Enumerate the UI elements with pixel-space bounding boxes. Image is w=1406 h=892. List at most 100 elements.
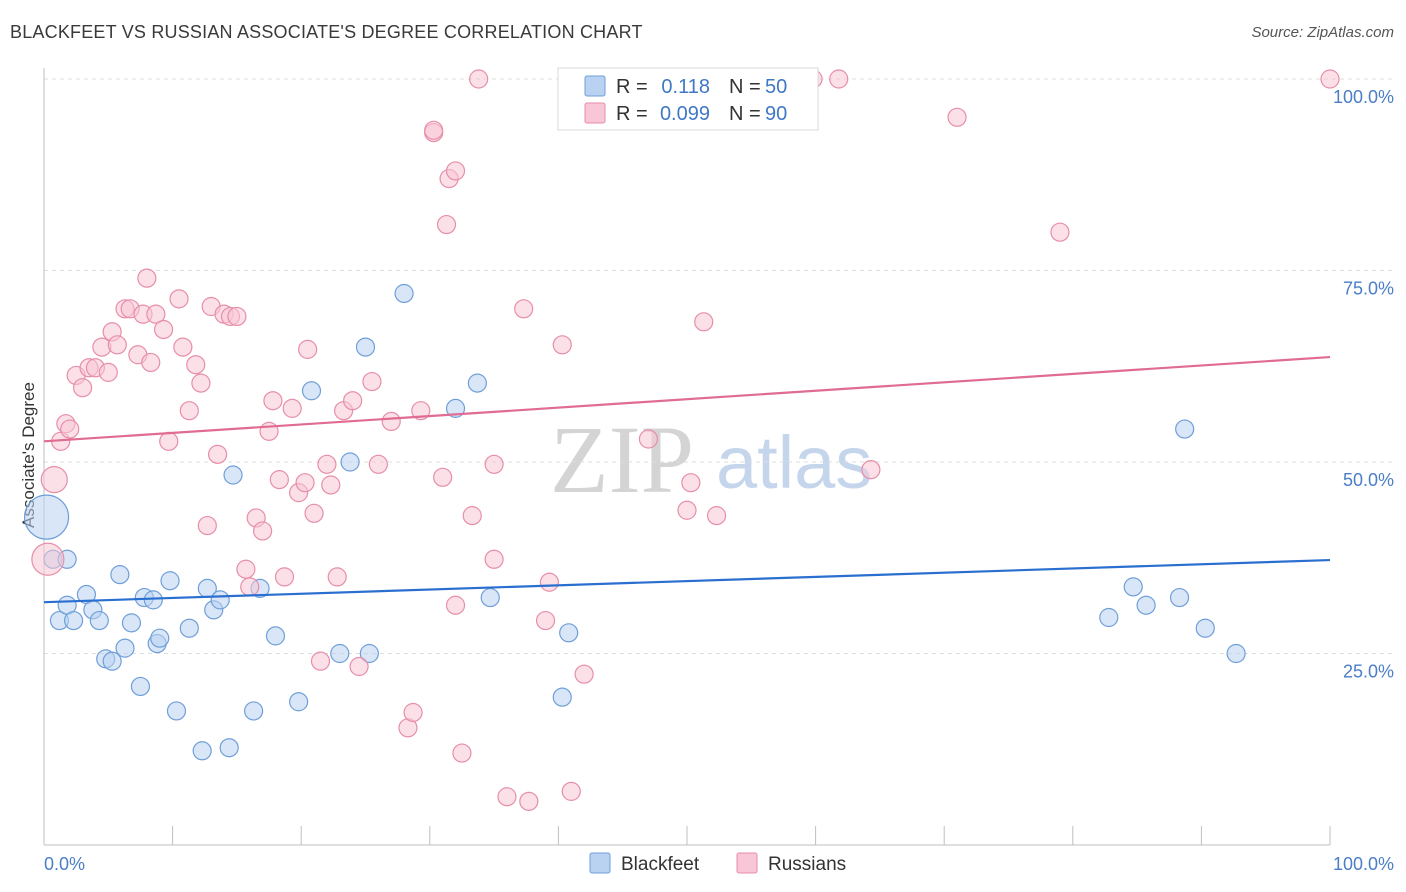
point-blackfeet-31 — [289, 692, 309, 712]
point-blackfeet-30 — [265, 626, 286, 646]
point-russians-0 — [31, 542, 65, 576]
point-russians-81 — [706, 506, 727, 526]
point-russians-66 — [469, 69, 489, 89]
legend-n-label-blackfeet: N = — [729, 76, 761, 98]
bottom-legend-label-blackfeet: Blackfeet — [621, 854, 700, 875]
legend-n-label-russians: N = — [729, 103, 761, 125]
point-russians-88 — [424, 120, 444, 140]
point-russians-53 — [362, 371, 382, 392]
point-russians-48 — [321, 475, 341, 495]
point-blackfeet-32 — [301, 381, 322, 401]
point-russians-12 — [107, 335, 127, 355]
point-russians-69 — [497, 787, 517, 807]
point-blackfeet-35 — [355, 337, 376, 357]
point-blackfeet-14 — [130, 676, 151, 697]
point-russians-1 — [40, 466, 68, 494]
point-blackfeet-38 — [445, 398, 466, 418]
point-blackfeet-40 — [480, 587, 500, 608]
legend-n-value-russians: 90 — [765, 103, 787, 125]
point-blackfeet-34 — [340, 452, 360, 472]
point-russians-52 — [349, 656, 369, 677]
point-russians-49 — [327, 567, 347, 587]
point-blackfeet-19 — [160, 571, 180, 591]
point-russians-87 — [1320, 69, 1340, 89]
point-russians-6 — [72, 378, 93, 398]
point-russians-27 — [197, 515, 217, 536]
trendline-blackfeet — [43, 558, 1331, 604]
point-russians-79 — [681, 473, 701, 493]
point-russians-23 — [173, 337, 193, 357]
point-russians-68 — [484, 549, 504, 569]
point-russians-47 — [317, 454, 337, 474]
bottom-legend: Blackfeet Russians — [589, 852, 846, 875]
point-russians-54 — [368, 454, 388, 474]
legend-r-label-russians: R = — [616, 103, 648, 125]
point-russians-10 — [98, 362, 118, 382]
point-russians-32 — [227, 306, 247, 327]
series-russians — [31, 69, 1340, 811]
point-russians-65 — [462, 506, 482, 526]
point-russians-44 — [298, 339, 318, 359]
y-tick-label-50: 50.0% — [1343, 470, 1394, 490]
legend-swatch-blackfeet — [584, 75, 606, 97]
point-blackfeet-22 — [192, 741, 212, 761]
source-note: Source: ZipAtlas.com — [1251, 24, 1394, 41]
point-russians-45 — [304, 503, 324, 523]
grid-lines — [44, 78, 1392, 654]
point-russians-67 — [484, 454, 504, 474]
point-russians-22 — [169, 289, 189, 309]
point-russians-40 — [274, 567, 295, 587]
bottom-legend-label-russians: Russians — [768, 854, 846, 875]
point-russians-21 — [159, 431, 179, 451]
point-russians-72 — [535, 610, 556, 631]
point-russians-25 — [186, 355, 206, 375]
point-russians-57 — [403, 702, 423, 723]
point-russians-41 — [282, 398, 302, 418]
point-blackfeet-49 — [1226, 643, 1246, 664]
point-blackfeet-18 — [150, 628, 170, 648]
x-tick-label-min: 0.0% — [44, 854, 85, 874]
point-blackfeet-48 — [1195, 618, 1215, 638]
point-blackfeet-45 — [1136, 595, 1156, 615]
point-russians-80 — [694, 312, 714, 332]
point-russians-60 — [433, 467, 453, 487]
chart-title: BLACKFEET VS RUSSIAN ASSOCIATE'S DEGREE … — [10, 22, 643, 42]
point-russians-62 — [436, 214, 457, 235]
point-russians-39 — [269, 470, 289, 490]
legend-n-value-blackfeet: 50 — [765, 76, 787, 98]
point-russians-64 — [452, 743, 472, 763]
legend-swatch-russians — [584, 102, 606, 124]
point-blackfeet-8 — [89, 610, 109, 631]
point-blackfeet-37 — [394, 283, 414, 304]
point-russians-51 — [343, 391, 363, 411]
point-blackfeet-47 — [1175, 419, 1195, 439]
point-russians-26 — [191, 373, 211, 393]
bottom-legend-swatch-blackfeet — [589, 852, 611, 874]
legend-r-value-blackfeet: 0.118 — [661, 76, 710, 98]
point-blackfeet-27 — [223, 465, 243, 485]
point-russians-75 — [561, 781, 581, 801]
point-russians-55 — [381, 411, 401, 432]
point-russians-86 — [1050, 222, 1070, 242]
point-blackfeet-5 — [63, 610, 84, 631]
point-blackfeet-46 — [1169, 587, 1190, 608]
point-russians-36 — [253, 521, 273, 541]
trendlines — [43, 355, 1331, 604]
point-russians-17 — [137, 268, 157, 288]
point-blackfeet-21 — [179, 618, 199, 638]
y-tick-label-75: 75.0% — [1343, 279, 1394, 299]
x-ticks — [43, 826, 1331, 845]
point-blackfeet-44 — [1123, 577, 1143, 597]
point-russians-78 — [677, 500, 697, 520]
watermark-atlas: atlas — [716, 421, 872, 504]
point-russians-38 — [263, 391, 283, 411]
point-russians-34 — [240, 577, 260, 597]
point-blackfeet-20 — [166, 701, 187, 721]
point-blackfeet-39 — [467, 373, 487, 393]
point-blackfeet-33 — [330, 643, 350, 664]
point-russians-4 — [60, 419, 80, 439]
y-tick-label-25: 25.0% — [1343, 662, 1394, 682]
point-russians-83 — [829, 69, 849, 89]
trendline-russians — [43, 355, 1331, 443]
